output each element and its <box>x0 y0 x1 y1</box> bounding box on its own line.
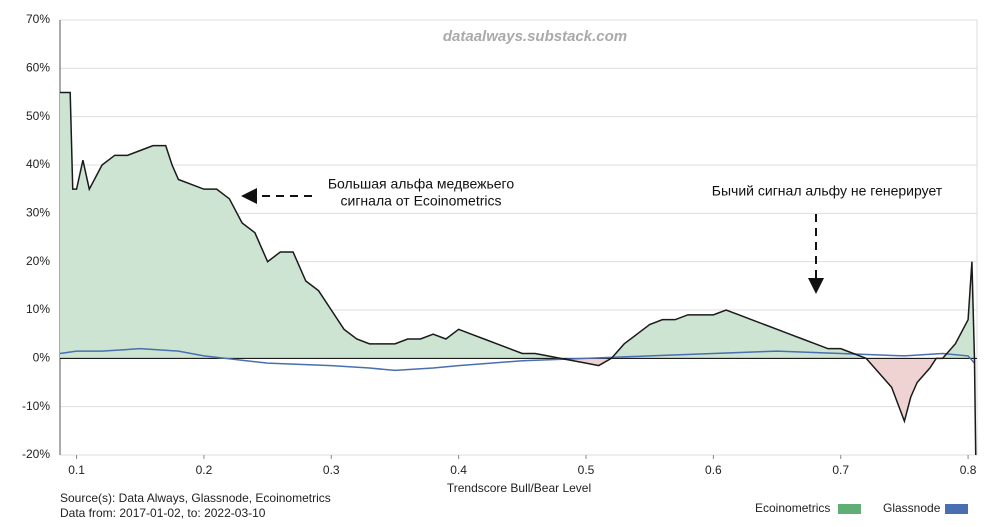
annotation: Большая альфа медвежьего <box>328 176 514 192</box>
y-tick-label: 30% <box>26 206 50 220</box>
date-range: Data from: 2017-01-02, to: 2022-03-10 <box>60 506 266 520</box>
x-tick-label: 0.7 <box>832 463 849 477</box>
area-negative <box>60 358 976 455</box>
y-tick-label: 20% <box>26 254 50 268</box>
y-tick-label: -10% <box>22 399 50 413</box>
y-tick-label: -20% <box>22 447 50 461</box>
series-line <box>59 347 976 372</box>
x-tick-label: 0.2 <box>196 463 213 477</box>
y-tick-label: 60% <box>26 61 50 75</box>
y-tick-label: 0% <box>33 351 51 365</box>
x-tick-label: 0.3 <box>323 463 340 477</box>
x-tick-label: 0.8 <box>960 463 977 477</box>
x-tick-label: 0.6 <box>705 463 722 477</box>
y-tick-label: 70% <box>26 12 50 26</box>
y-tick-label: 50% <box>26 109 50 123</box>
x-axis-label: Trendscore Bull/Bear Level <box>447 481 591 495</box>
annotation: сигнала от Ecoinometrics <box>341 193 502 209</box>
x-tick-label: 0.5 <box>578 463 595 477</box>
y-tick-label: 40% <box>26 157 50 171</box>
annotation: Бычий сигнал альфу не генерирует <box>712 183 943 199</box>
series-line <box>60 91 977 456</box>
legend-swatch <box>945 504 968 514</box>
area-positive <box>60 92 975 358</box>
legend-swatch <box>838 504 861 514</box>
y-tick-label: 10% <box>26 302 50 316</box>
source: Source(s): Data Always, Glassnode, Ecoin… <box>60 491 331 505</box>
legend-label: Glassnode <box>883 501 941 515</box>
x-tick-label: 0.1 <box>68 463 85 477</box>
x-tick-label: 0.4 <box>450 463 467 477</box>
watermark: dataalways.substack.com <box>443 28 627 45</box>
legend-label: Ecoinometrics <box>755 501 830 515</box>
